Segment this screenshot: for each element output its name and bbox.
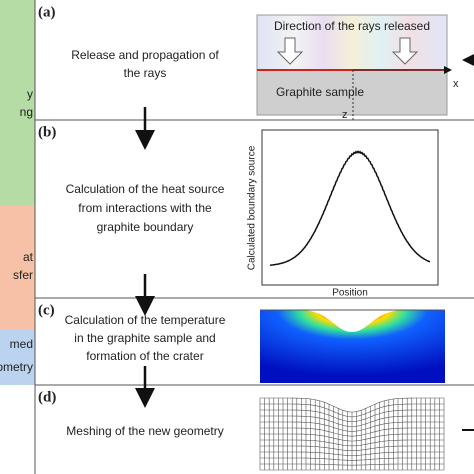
step-text: in the graphite sample and [74,331,215,345]
step-text: Calculation of the heat source [66,182,225,196]
side-band [0,0,35,205]
step-text: the rays [124,66,167,80]
sample-label: Graphite sample [276,85,364,99]
figure-a: Direction of the rays released Graphite … [256,14,459,122]
panel-label: (a) [38,4,56,20]
figure-d [259,397,445,471]
side-band [0,205,35,330]
side-label: eometry [0,360,33,374]
step-text: Calculation of the temperature [65,313,226,327]
side-label: sfer [13,268,33,282]
x-axis-label: x [453,78,459,90]
step-text: Release and propagation of [71,48,219,62]
panel-borders [34,0,474,474]
side-label: at [23,250,34,264]
side-label: y [27,87,33,101]
step-text: formation of the crater [86,349,203,363]
figure-c [260,303,445,383]
figure-b: Position Calculated boundary source [247,129,439,299]
y-axis-label: Calculated boundary source [247,145,258,270]
side-label: ng [20,105,33,119]
side-band [0,330,35,385]
panel-label: (b) [38,124,56,140]
z-axis-label: z [342,109,348,121]
x-axis-label: Position [332,288,368,299]
panel-label: (d) [38,389,56,405]
panel-label: (c) [38,302,55,318]
step-text: graphite boundary [97,220,194,234]
rays-label: Direction of the rays released [274,19,430,33]
side-label: med [10,337,33,351]
step-text: Meshing of the new geometry [66,424,223,438]
step-text: from interactions with the [78,201,212,215]
edge-arrow [462,54,474,66]
